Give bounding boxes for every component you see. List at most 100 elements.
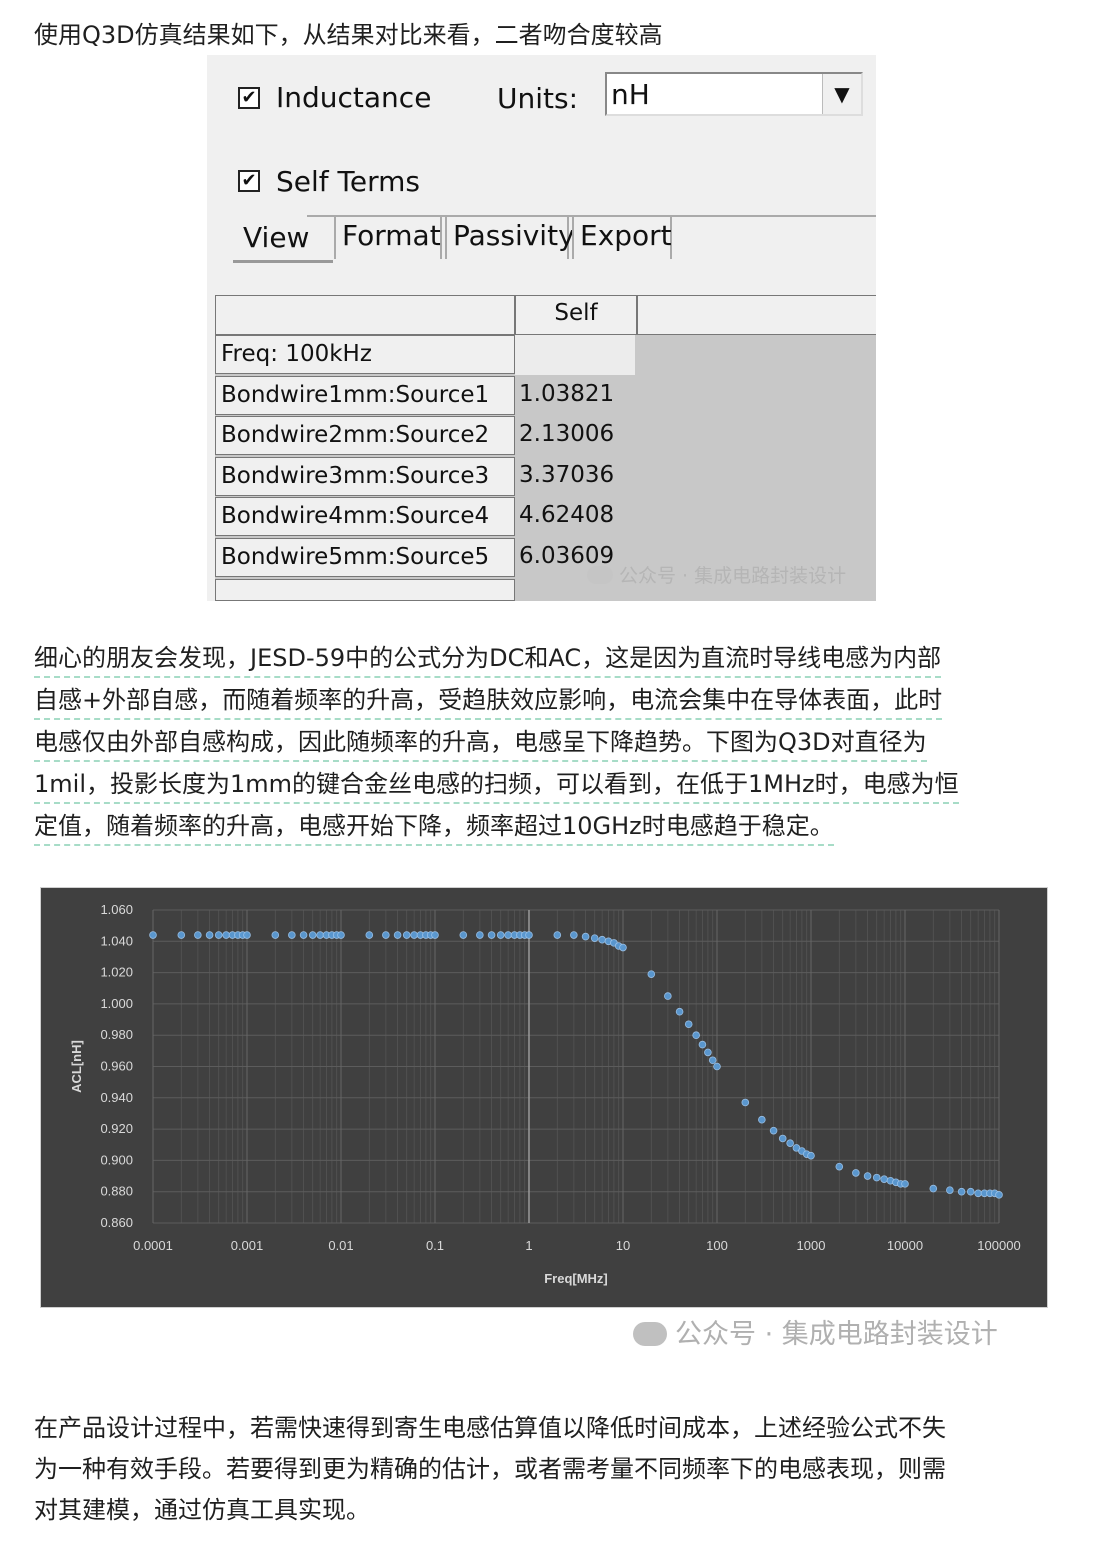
empty-header [637,295,876,335]
row-label-4: Bondwire4mm:Source4 [215,497,515,536]
data-point [708,1056,717,1065]
end-line-1: 在产品设计过程中，若需快速得到寄生电感估算值以降低时间成本，上述经验公式不失 [34,1414,946,1442]
data-point [852,1169,860,1177]
data-point [778,1134,787,1143]
data-point [863,1172,872,1180]
data-point [598,935,606,944]
data-point [974,1189,982,1198]
wechat-icon [633,1322,667,1346]
y-axis-title: ACL[nH] [69,1040,84,1093]
x-tick-label: 1000 [797,1238,826,1253]
q3d-watermark: 公众号 · 集成电路封装设计 [587,561,846,588]
inductance-checkbox[interactable]: ✔ [238,87,260,109]
y-tick-label: 0.880 [100,1184,133,1199]
y-tick-label: 0.980 [100,1027,133,1042]
data-point [570,931,578,939]
y-tick-label: 0.960 [100,1059,133,1074]
freq-value-cell [515,335,635,375]
data-point [496,931,505,939]
grid-footer-cell [215,579,515,601]
data-point [205,931,214,939]
row-label-2: Bondwire2mm:Source2 [215,416,515,455]
y-tick-label: 1.040 [100,933,133,948]
x-tick-label: 1 [525,1238,532,1253]
self-terms-label: Self Terms [276,165,420,198]
corner-header [215,295,515,335]
self-column-header[interactable]: Self [515,295,637,335]
mid-paragraph: 细心的朋友会发现，JESD-59中的公式分为DC和AC，这是因为直流时导线电感为… [34,638,1074,848]
data-point [431,931,439,939]
wechat-icon [587,566,613,584]
mid-line-2: 自感+外部自感，而随着频率的升高，受趋肤效应影响，电流会集中在导体表面，此时 [34,682,943,720]
data-point [684,1020,693,1029]
data-point [365,931,374,939]
mid-line-5: 定值，随着频率的升高，电感开始下降，频率超过10GHz时电感趋于稳定。 [34,808,834,846]
data-point [402,931,411,939]
end-paragraph: 在产品设计过程中，若需快速得到寄生电感估算值以降低时间成本，上述经验公式不失 为… [34,1408,1074,1531]
inductance-frequency-chart: 1.060 1.040 1.020 1.000 0.980 0.960 0.940 0.920… [40,887,1048,1308]
units-select[interactable]: nH ▼ [605,72,863,116]
data-point [946,1186,954,1194]
y-tick-label: 0.900 [100,1152,133,1167]
self-terms-checkbox[interactable]: ✔ [238,170,260,192]
x-tick-label: 0.0001 [133,1238,173,1253]
data-point [476,931,484,939]
data-point [880,1175,888,1183]
data-point [590,934,599,942]
data-point [459,931,468,939]
units-label: Units: [497,82,579,115]
row-value-5: 6.03609 [519,543,615,569]
data-point [835,1162,844,1171]
data-point [995,1191,1003,1199]
data-point [194,931,202,939]
tab-strip: View Format Passivity Export [233,215,876,265]
data-point [675,1007,684,1016]
data-point [410,931,418,939]
intro-paragraph: 使用Q3D仿真结果如下，从结果对比来看，二者吻合度较高 [34,21,663,49]
row-value-4: 4.62408 [519,502,615,528]
x-tick-label: 0.001 [231,1238,264,1253]
data-point [929,1184,938,1193]
data-point [222,931,230,939]
tab-view[interactable]: View [233,219,333,263]
data-point [581,932,590,941]
data-point [664,992,672,1000]
y-tick-label: 1.020 [100,965,133,980]
row-value-2: 2.13006 [519,421,615,447]
data-point [525,931,533,939]
x-tick-label: 0.1 [426,1238,444,1253]
tab-format[interactable]: Format [334,215,442,259]
end-line-2: 为一种有效手段。若要得到更为精确的估计，或者需考量不同频率下的电感表现，则需 [34,1455,946,1483]
data-point [316,931,324,939]
row-label-3: Bondwire3mm:Source3 [215,457,515,496]
freq-row-label: Freq: 100kHz [215,335,515,374]
checkmark-icon: ✔ [241,170,257,191]
y-tick-label: 0.860 [100,1215,133,1230]
mid-line-1: 细心的朋友会发现，JESD-59中的公式分为DC和AC，这是因为直流时导线电感为… [34,640,942,678]
tab-export[interactable]: Export [572,215,672,259]
data-point [698,1040,707,1049]
inductance-label: Inductance [276,81,432,114]
data-point [758,1115,766,1124]
data-point [487,931,496,939]
data-point [741,1098,750,1107]
end-line-3: 对其建模，通过仿真工具实现。 [34,1496,370,1524]
data-point [149,931,157,939]
mid-line-3: 电感仅由外部自感构成，因此随频率的升高，电感呈下降趋势。下图为Q3D对直径为 [34,724,927,762]
data-point [382,931,390,939]
data-point [337,931,345,939]
dropdown-arrow-icon[interactable]: ▼ [822,74,861,114]
data-point [553,931,562,939]
data-point [504,931,512,939]
y-tick-label: 0.920 [100,1121,133,1136]
y-tick-label: 1.060 [100,902,133,917]
checkmark-icon: ✔ [241,87,257,108]
data-point [769,1126,778,1135]
tab-passivity[interactable]: Passivity [445,215,575,259]
data-point [308,931,317,939]
row-label-5: Bondwire5mm:Source5 [215,538,515,577]
x-tick-label: 10000 [887,1238,923,1253]
x-tick-label: 10 [616,1238,630,1253]
data-point [957,1187,966,1196]
x-tick-label: 100000 [977,1238,1020,1253]
